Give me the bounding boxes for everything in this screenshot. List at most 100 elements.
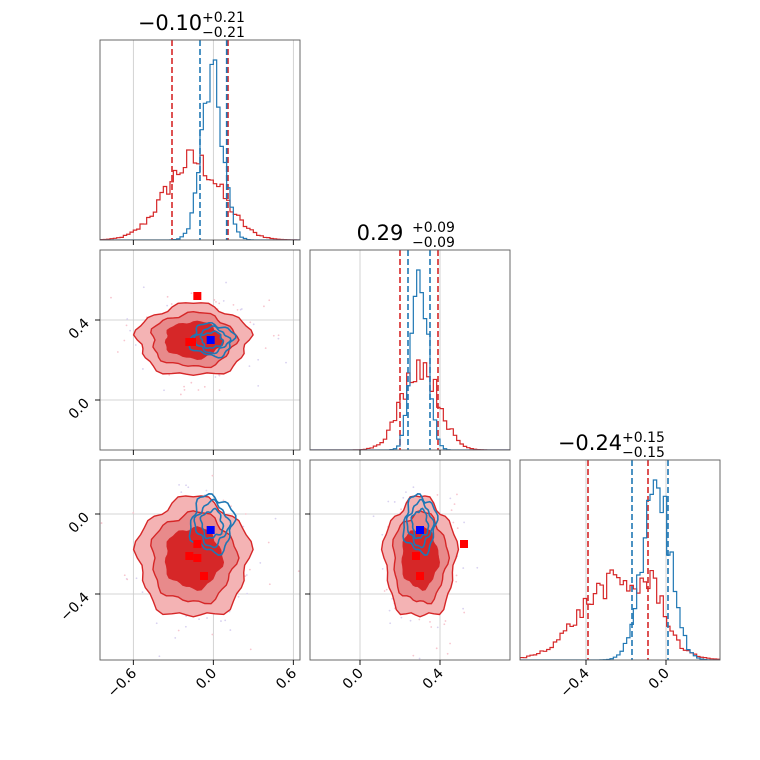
scatter-point [248, 365, 251, 368]
scatter-point [129, 329, 132, 332]
scatter-point [230, 505, 232, 508]
scatter-point [236, 308, 239, 311]
scatter-point [183, 385, 185, 388]
y-tick-label: −0.4 [57, 589, 92, 624]
scatter-point [218, 389, 221, 392]
axis-frame [99, 39, 301, 241]
scatter-point [391, 597, 393, 600]
scatter-point [249, 321, 252, 324]
scatter-point [240, 308, 243, 310]
scatter-point [412, 654, 415, 657]
marker-red [193, 292, 202, 300]
x-tick-label: 0.0 [340, 666, 367, 693]
scatter-point [116, 351, 119, 353]
scatter-point [123, 574, 126, 577]
panel-0-0: −0.10 +0.21−0.21 [99, 10, 301, 245]
scatter-point [190, 381, 193, 384]
scatter-point [257, 358, 260, 361]
contour-blue-1 [405, 498, 435, 549]
scatter-point [142, 368, 144, 370]
axis-frame [519, 459, 721, 661]
scatter-point [211, 474, 214, 477]
scatter-point [381, 533, 384, 536]
scatter-point [400, 616, 403, 619]
scatter-point [476, 566, 479, 569]
scatter-point [436, 626, 439, 629]
contour-blue-2 [410, 507, 430, 540]
scatter-point [244, 575, 247, 577]
scatter-point [179, 393, 182, 396]
marker-red [460, 540, 468, 548]
scatter-point [174, 637, 177, 639]
scatter-point [446, 652, 449, 655]
scatter-point [126, 318, 129, 320]
scatter-point [430, 626, 433, 628]
x-tick-label: −0.4 [557, 665, 592, 700]
x-tick-label: 0.6 [273, 665, 300, 692]
scatter-point [435, 647, 438, 650]
scatter-point [184, 625, 187, 628]
scatter-point [125, 324, 128, 327]
scatter-point [198, 618, 200, 621]
scatter-point [218, 374, 220, 376]
scatter-point [246, 592, 249, 595]
x-tick-label: 0.0 [646, 666, 673, 693]
scatter-point [249, 648, 252, 651]
panel-2-0: −0.6 0.0 0.6 −0.4 0.0 [57, 459, 301, 701]
x-tick-label: −0.6 [105, 665, 140, 700]
scatter-point [170, 303, 173, 305]
scatter-point [285, 361, 287, 364]
scatter-point [244, 513, 247, 515]
scatter-point [429, 621, 431, 623]
scatter-point [178, 483, 180, 486]
scatter-point [456, 527, 459, 530]
scatter-point [444, 620, 447, 622]
contour-blue-2 [199, 330, 225, 350]
param-title-minus: −0.15 [622, 445, 665, 461]
contour-blue-1 [193, 498, 232, 549]
scatter-point [405, 491, 407, 494]
scatter-point [197, 389, 200, 391]
scatter-point [456, 493, 458, 496]
marker-red [185, 552, 194, 560]
scatter-point [218, 302, 221, 305]
scatter-point [222, 499, 225, 502]
panel-content-2-1 [310, 460, 510, 676]
marker-red [188, 338, 196, 346]
scatter-point [455, 580, 458, 583]
scatter-point [158, 655, 161, 658]
scatter-point [110, 296, 112, 299]
scatter-point [268, 583, 271, 586]
scatter-point [213, 299, 216, 301]
scatter-point [402, 496, 405, 499]
scatter-point [443, 623, 446, 626]
scatter-point [252, 323, 255, 326]
scatter-point [141, 591, 144, 594]
panel-content-0-0 [100, 40, 300, 240]
scatter-point [174, 661, 176, 663]
scatter-point [183, 389, 186, 391]
scatter-point [274, 517, 277, 520]
scatter-point [259, 562, 262, 564]
scatter-point [455, 574, 458, 577]
axis-frame [309, 249, 511, 451]
param-title-plus: +0.09 [412, 220, 455, 236]
scatter-point [277, 337, 280, 340]
scatter-point [222, 300, 225, 302]
marker-red [416, 572, 424, 580]
axis-frame [309, 459, 511, 661]
panel-content-2-0 [100, 460, 300, 663]
y-tick-label: 0.0 [66, 396, 93, 423]
param-title-value: −0.24 [558, 431, 622, 455]
marker-red [200, 572, 208, 580]
param-title-minus: −0.21 [202, 25, 245, 41]
scatter-point [263, 305, 265, 308]
scatter-point [267, 541, 270, 544]
panel-content-1-0 [100, 250, 300, 450]
scatter-point [396, 674, 398, 676]
marker-red [412, 552, 420, 560]
histogram-red [520, 569, 720, 660]
marker-blue [416, 526, 424, 534]
histogram-blue [310, 269, 510, 450]
scatter-point [416, 668, 418, 670]
